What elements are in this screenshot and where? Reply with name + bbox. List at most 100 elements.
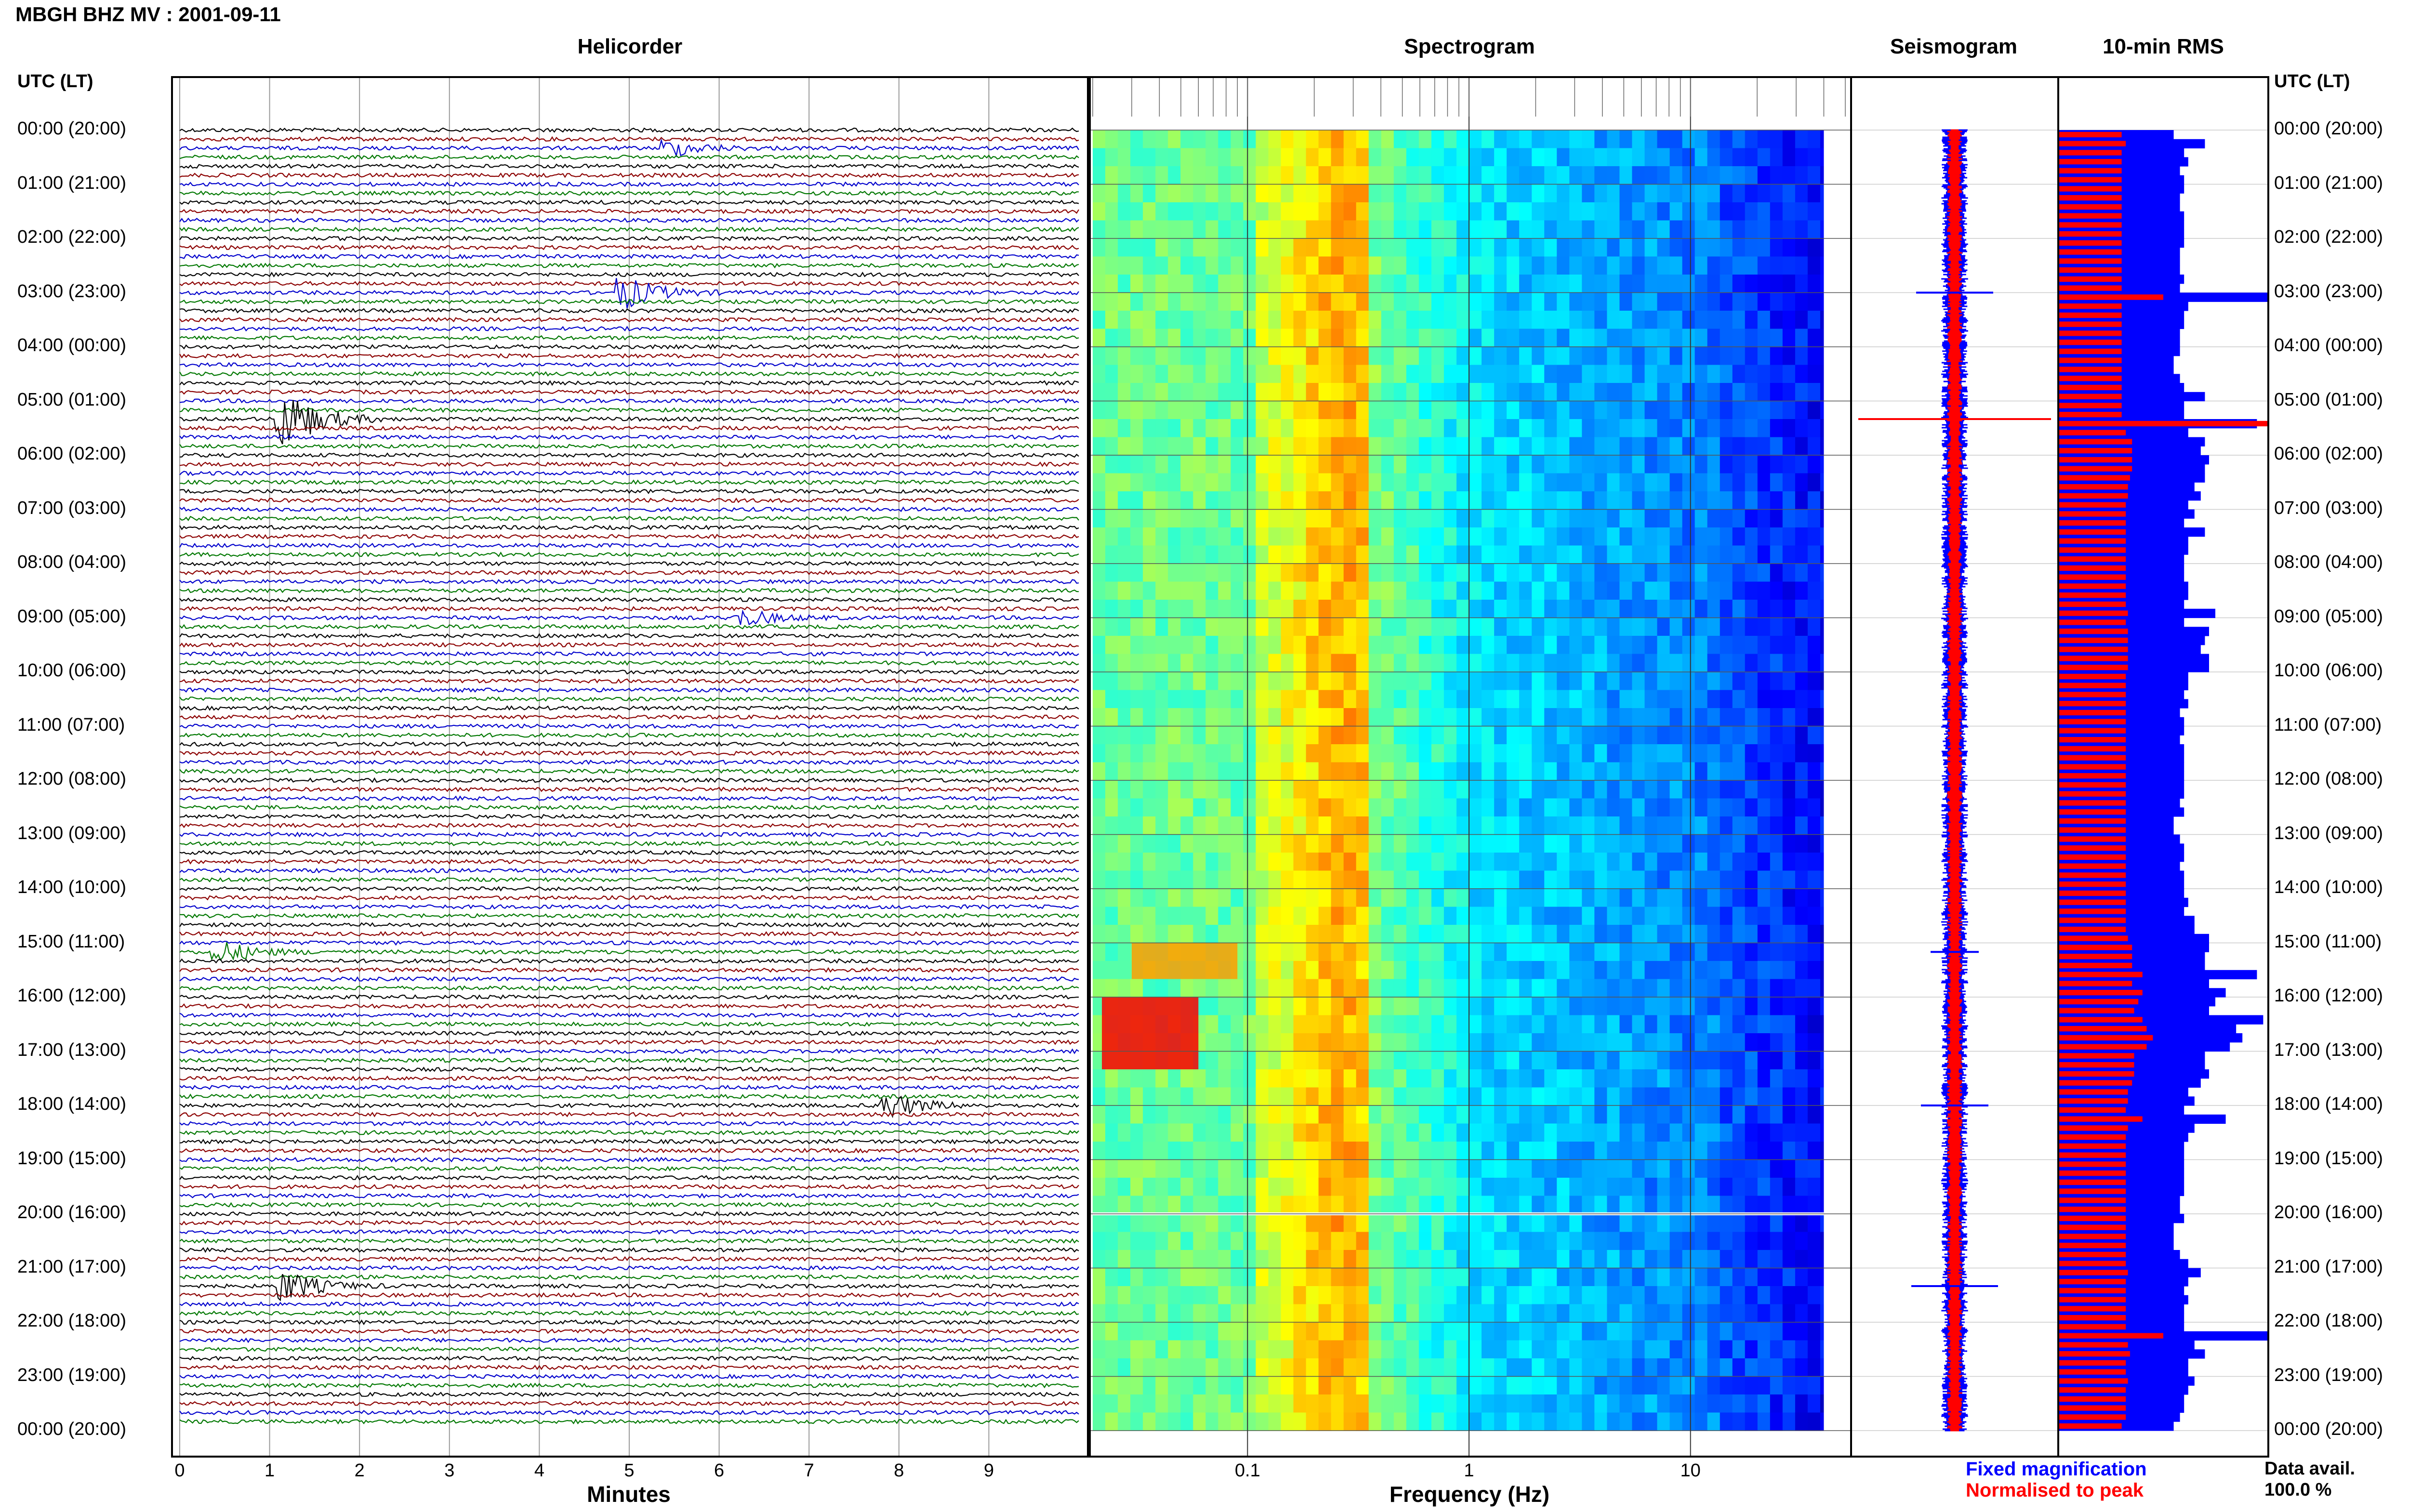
spectrogram-cell <box>1782 202 1796 221</box>
spectrogram-cell <box>1193 1232 1206 1250</box>
spectrogram-cell <box>1418 455 1432 474</box>
spectrogram-cell <box>1331 925 1344 944</box>
spectrogram-cell <box>1494 834 1507 853</box>
spectrogram-cell <box>1669 1340 1683 1359</box>
spectrogram-cell <box>1093 1159 1106 1178</box>
helicorder-trace <box>179 795 1079 802</box>
spectrogram-cell <box>1582 256 1595 275</box>
spectrogram-cell <box>1507 383 1520 402</box>
spectrogram-cell <box>1243 672 1257 691</box>
spectrogram-cell <box>1155 564 1168 582</box>
spectrogram-cell <box>1393 238 1407 257</box>
spectrogram-cell <box>1306 961 1319 980</box>
spectrogram-cell <box>1644 220 1658 239</box>
spectrogram-cell <box>1807 708 1821 727</box>
spectrogram-cell <box>1682 1178 1695 1196</box>
spectrogram-cell <box>1632 383 1645 402</box>
spectrogram-cell <box>1268 419 1282 438</box>
spectrogram-cell <box>1431 1069 1444 1088</box>
spectrogram-cell <box>1393 636 1407 655</box>
spectrogram-cell <box>1193 744 1206 763</box>
spectrogram-cell <box>1093 491 1106 510</box>
spectrogram-cell <box>1644 762 1658 781</box>
spectrogram-cell <box>1657 1051 1670 1070</box>
spectrogram-cell <box>1644 961 1658 980</box>
spectrogram-cell <box>1431 816 1444 835</box>
spectrogram-cell <box>1393 870 1407 889</box>
spectrogram-cell <box>1619 1033 1633 1052</box>
spectrogram-cell <box>1243 1250 1257 1269</box>
spectrogram-cell <box>1293 1268 1307 1287</box>
spectrogram-cell <box>1456 329 1469 347</box>
spectrogram-cell <box>1418 654 1432 672</box>
spectrogram-cell <box>1745 545 1758 564</box>
spectrogram-cell <box>1231 1159 1244 1178</box>
spectrogram-cell <box>1607 184 1620 203</box>
time-label-left: 16:00 (12:00) <box>17 986 127 1006</box>
spectrogram-cell <box>1482 1142 1495 1160</box>
spectrogram-cell <box>1268 166 1282 185</box>
spectrogram-cell <box>1356 292 1369 311</box>
spectrogram-cell <box>1469 798 1482 817</box>
spectrogram-cell <box>1393 979 1407 998</box>
rms-normalised-bar <box>2059 131 2122 138</box>
spectrogram-cell <box>1343 961 1357 980</box>
spectrogram-cell <box>1268 870 1282 889</box>
time-label-right: 02:00 (22:00) <box>2274 227 2383 247</box>
spectrogram-cell <box>1431 1376 1444 1395</box>
spectrogram-cell <box>1331 401 1344 420</box>
spectrogram-cell <box>1569 401 1583 420</box>
spectrogram-cell <box>1482 690 1495 709</box>
spectrogram-cell <box>1331 1105 1344 1124</box>
helicorder-trace <box>179 1301 1079 1307</box>
spectrogram-cell <box>1632 1015 1645 1034</box>
spectrogram-cell <box>1118 437 1131 456</box>
spectrogram-cell <box>1418 780 1432 799</box>
spectrogram-cell <box>1782 1105 1796 1124</box>
spectrogram-cell <box>1143 329 1156 347</box>
spectrogram-cell <box>1507 853 1520 871</box>
spectrogram-cell <box>1619 961 1633 980</box>
spectrogram-cell <box>1118 1394 1131 1413</box>
spectrogram-cell <box>1130 834 1143 853</box>
spectrogram-cell <box>1644 618 1658 636</box>
spectrogram-cell <box>1532 437 1545 456</box>
spectrogram-cell <box>1557 798 1570 817</box>
spectrogram-cell <box>1180 365 1193 383</box>
spectrogram-cell <box>1494 419 1507 438</box>
spectrogram-cell <box>1331 545 1344 564</box>
spectrogram-cell <box>1368 275 1382 293</box>
spectrogram-cell <box>1256 383 1269 402</box>
spectrogram-cell <box>1745 581 1758 600</box>
spectrogram-cell <box>1745 672 1758 691</box>
spectrogram-cell <box>1544 961 1557 980</box>
spectrogram-cell <box>1607 564 1620 582</box>
spectrogram-cell <box>1657 202 1670 221</box>
spectrogram-cell <box>1168 148 1181 167</box>
spectrogram-cell <box>1093 166 1106 185</box>
spectrogram-cell <box>1105 1069 1118 1088</box>
helicorder-trace <box>179 461 1079 467</box>
spectrogram-cell <box>1607 581 1620 600</box>
spectrogram-plot <box>1091 78 1851 1456</box>
spectrogram-cell <box>1607 1142 1620 1160</box>
spectrogram-cell <box>1594 798 1608 817</box>
spectrogram-cell <box>1507 292 1520 311</box>
spectrogram-cell <box>1155 1376 1168 1395</box>
spectrogram-cell <box>1482 1051 1495 1070</box>
spectrogram-cell <box>1406 816 1419 835</box>
rms-normalised-bar <box>2059 1297 2126 1302</box>
spectrogram-cell <box>1356 853 1369 871</box>
spectrogram-cell <box>1105 545 1118 564</box>
rms-normalised-bar <box>2059 610 2128 616</box>
spectrogram-cell <box>1168 1142 1181 1160</box>
spectrogram-cell <box>1406 1051 1419 1070</box>
spectrogram-cell <box>1443 925 1457 944</box>
spectrogram-cell <box>1130 491 1143 510</box>
spectrogram-cell <box>1519 870 1532 889</box>
spectrogram-cell <box>1155 636 1168 655</box>
spectrogram-cell <box>1682 1069 1695 1088</box>
spectrogram-cell <box>1093 1087 1106 1106</box>
spectrogram-cell <box>1657 437 1670 456</box>
spectrogram-cell <box>1155 1105 1168 1124</box>
